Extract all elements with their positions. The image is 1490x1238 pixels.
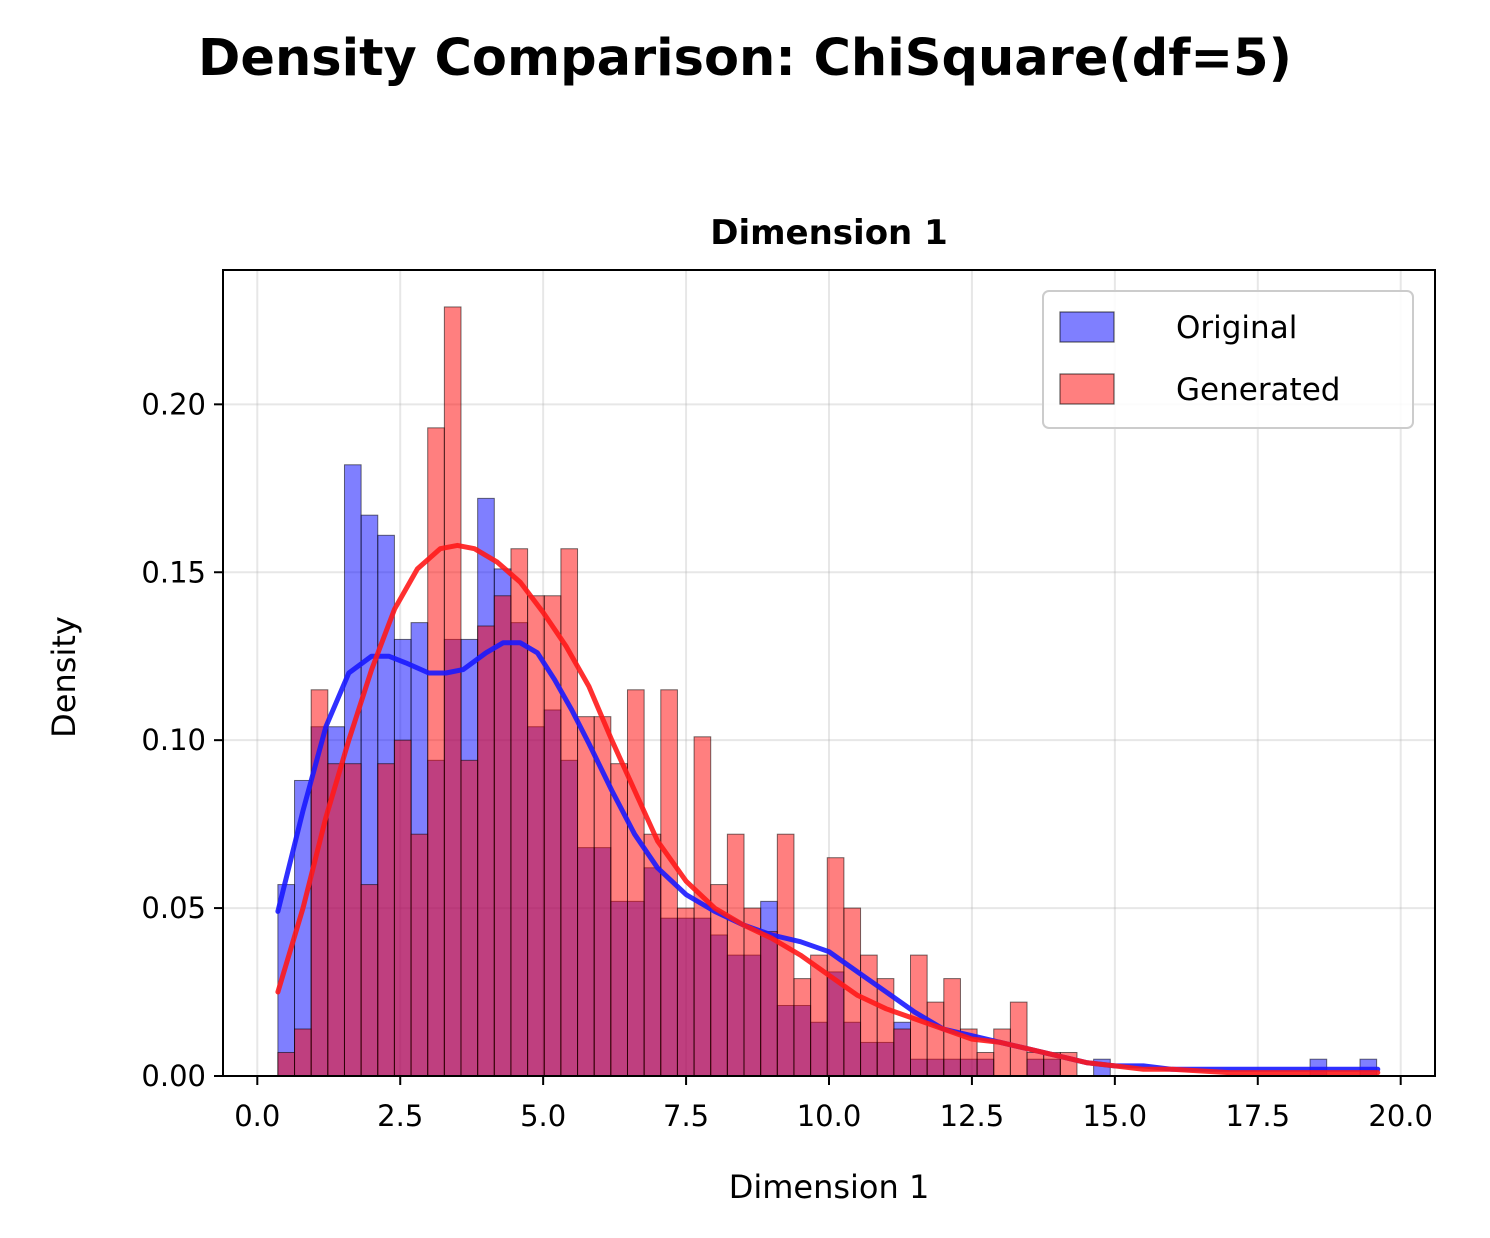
- x-tick-label-8: 20.0: [1368, 1099, 1433, 1133]
- generated-bar-39: [926, 1001, 945, 1077]
- generated-bar-30: [776, 833, 795, 1077]
- subplot-title: Dimension 1: [710, 213, 948, 253]
- generated-bar-13: [493, 595, 512, 1077]
- generated-bar-24: [676, 907, 695, 1077]
- generated-bar-27: [726, 833, 745, 1077]
- generated-bar-43: [993, 1028, 1011, 1077]
- x-tick-label-2: 5.0: [520, 1099, 566, 1133]
- y-tick-label-1: 0.05: [141, 891, 206, 925]
- x-tick-label-6: 15.0: [1083, 1099, 1148, 1133]
- x-tick-label-5: 12.5: [940, 1099, 1005, 1133]
- y-axis: 0.00 0.05 0.10 0.15 0.20: [141, 387, 223, 1093]
- generated-bar-15: [527, 595, 545, 1077]
- legend-swatch-original: [1059, 311, 1115, 343]
- generated-bar-11: [460, 759, 479, 1077]
- generated-bar-9: [427, 427, 445, 1077]
- generated-bar-31: [793, 978, 812, 1077]
- generated-bar-5: [360, 884, 379, 1077]
- generated-bar-42: [976, 1051, 995, 1077]
- generated-bar-6: [377, 763, 395, 1077]
- y-tick-label-0: 0.00: [141, 1059, 206, 1093]
- generated-bar-18: [577, 716, 595, 1077]
- generated-bar-12: [477, 625, 495, 1077]
- generated-bar-44: [1009, 1001, 1028, 1077]
- generated-kde-line: [275, 542, 1381, 1076]
- y-axis-label: Density: [45, 616, 83, 738]
- kde-lines: [275, 542, 1381, 1076]
- legend-frame: [1042, 290, 1414, 429]
- generated-bar-1: [294, 1028, 312, 1077]
- generated-bar-4: [343, 763, 362, 1077]
- y-tick-label-4: 0.20: [141, 387, 206, 421]
- legend-label-original: Original: [1176, 310, 1297, 346]
- generated-bar-17: [560, 548, 579, 1077]
- x-tick-label-3: 7.5: [663, 1099, 709, 1133]
- generated-bar-0: [277, 1051, 296, 1077]
- x-tick-label-0: 0.0: [234, 1099, 280, 1133]
- legend-swatch-generated: [1059, 373, 1115, 405]
- legend: Original Generated: [1042, 290, 1414, 429]
- generated-bar-21: [626, 689, 645, 1077]
- x-tick-label-7: 17.5: [1225, 1099, 1290, 1133]
- generated-bar-8: [410, 833, 429, 1077]
- generated-bar-29: [760, 931, 778, 1077]
- generated-bar-37: [893, 1028, 912, 1077]
- x-axis-label: Dimension 1: [729, 1168, 930, 1206]
- generated-bar-33: [826, 857, 845, 1077]
- x-axis: 0.0 2.5 5.0 7.5 10.0 12.5 15.0 17.5 20.0: [234, 1076, 1433, 1133]
- y-tick-label-3: 0.15: [141, 555, 206, 589]
- x-tick-label-4: 10.0: [797, 1099, 862, 1133]
- generated-bar-14: [510, 548, 529, 1077]
- legend-label-generated: Generated: [1176, 372, 1340, 408]
- generated-bar-7: [393, 739, 412, 1077]
- x-tick-label-1: 2.5: [377, 1099, 423, 1133]
- y-tick-label-2: 0.10: [141, 723, 206, 757]
- generated-bar-45: [1026, 1051, 1045, 1077]
- figure-title: Density Comparison: ChiSquare(df=5): [198, 29, 1292, 88]
- generated-bar-10: [443, 306, 462, 1077]
